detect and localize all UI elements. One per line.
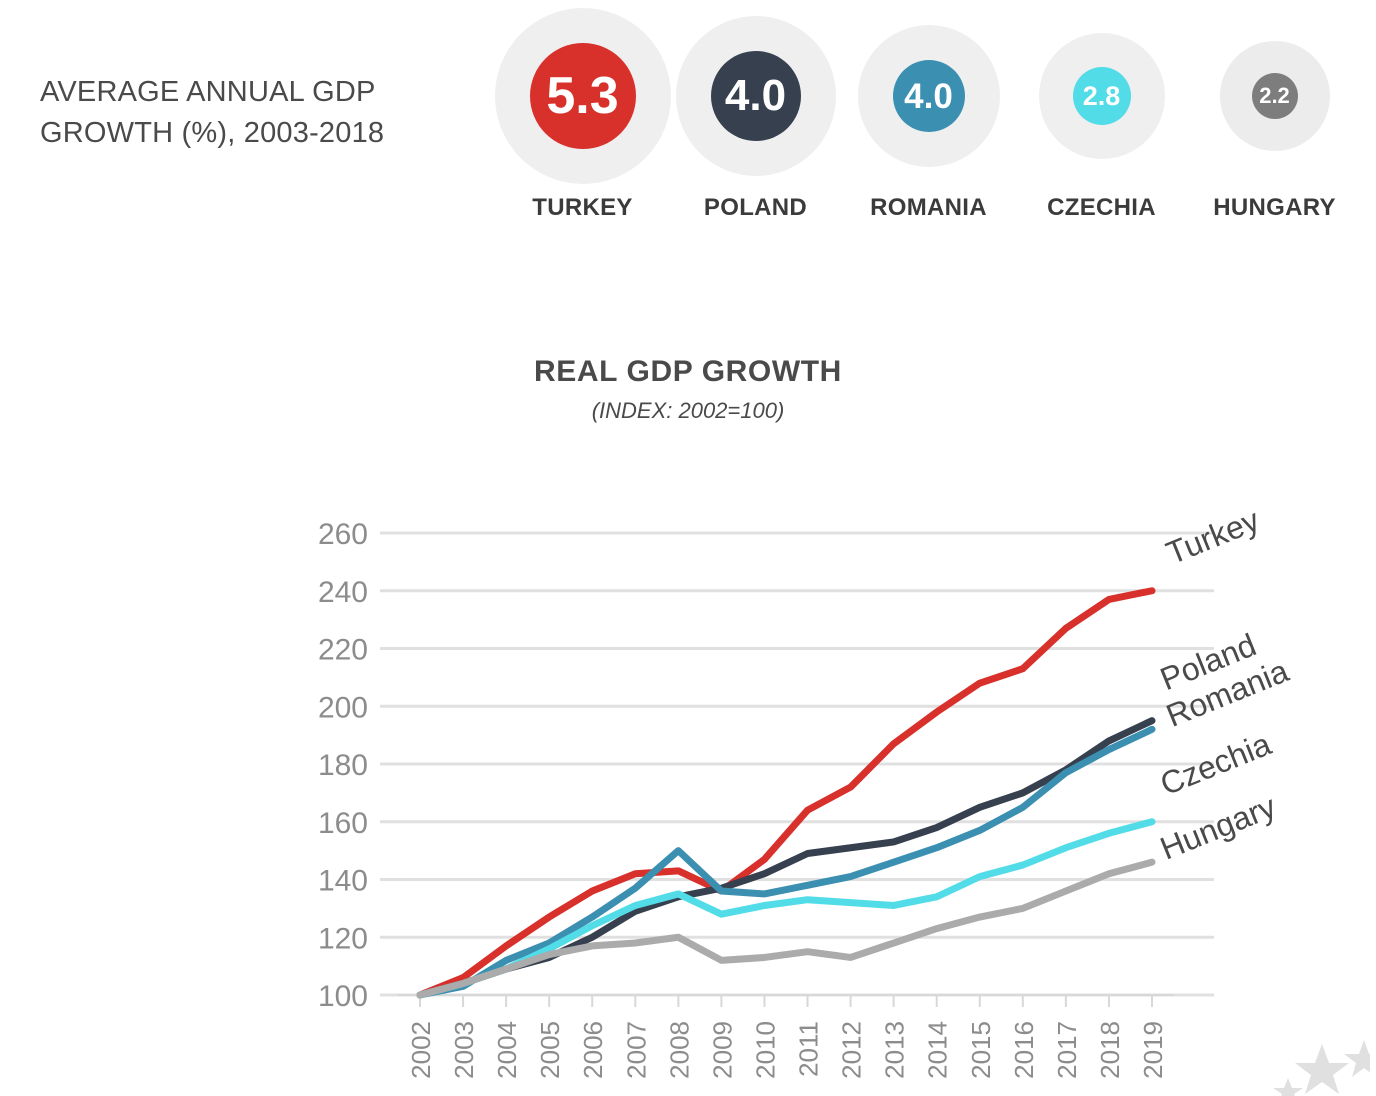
y-axis-tick-120: 120 — [318, 922, 368, 955]
x-axis-label-2017: 2017 — [1052, 1021, 1082, 1079]
kpi-item-poland: 4.0 POLAND — [669, 8, 842, 222]
series-line-turkey — [416, 587, 1156, 999]
x-axis-label-2018: 2018 — [1095, 1021, 1125, 1079]
x-axis-label-2008: 2008 — [664, 1021, 694, 1079]
y-axis-tick-220: 220 — [318, 634, 368, 667]
kpi-item-romania: 4.0 ROMANIA — [842, 8, 1015, 222]
series-line-romania — [416, 725, 1156, 999]
x-axis-label-2019: 2019 — [1138, 1021, 1168, 1079]
y-axis-tick-260: 260 — [318, 518, 368, 551]
chart-title: REAL GDP GROWTH — [534, 355, 842, 388]
series-line-czechia — [416, 818, 1156, 999]
x-axis-label-2014: 2014 — [923, 1021, 953, 1079]
x-axis-label-2004: 2004 — [492, 1021, 522, 1079]
chart-panel: REAL GDP GROWTH (INDEX: 2002=100) 100 120… — [0, 240, 1376, 1096]
x-axis-label-2005: 2005 — [535, 1021, 565, 1079]
x-axis-label-2012: 2012 — [837, 1021, 867, 1079]
kpi-item-hungary: 2.2 HUNGARY — [1188, 8, 1361, 222]
kpi-halo-hungary: 2.2 — [1219, 41, 1330, 151]
x-axis-label-2015: 2015 — [966, 1021, 996, 1079]
kpi-circle-list: 5.3 TURKEY 4.0 POLAND 4.0 ROMANIA 2.8 CZECHIA 2.… — [494, 8, 1362, 228]
kpi-country-label-romania: ROMANIA — [870, 194, 987, 221]
kpi-halo-romania: 4.0 — [857, 25, 1000, 167]
kpi-summary-band: AVERAGE ANNUAL GDP GROWTH (%), 2003-2018… — [0, 0, 1376, 240]
y-axis-tick-160: 160 — [318, 807, 368, 840]
x-axis-label-2010: 2010 — [750, 1021, 780, 1079]
kpi-band-title: AVERAGE ANNUAL GDP GROWTH (%), 2003-2018 — [40, 76, 385, 149]
chart-subtitle: (INDEX: 2002=100) — [591, 398, 785, 423]
series-label-turkey: Turkey — [1161, 502, 1264, 572]
y-axis-tick-100: 100 — [318, 980, 368, 1013]
kpi-value-disc-hungary: 2.2 — [1251, 73, 1298, 119]
x-axis-label-2009: 2009 — [707, 1021, 737, 1079]
y-axis-tick-140: 140 — [318, 865, 368, 898]
x-axis-label-2007: 2007 — [621, 1021, 651, 1079]
x-axis-label-2003: 2003 — [449, 1021, 479, 1079]
x-axis-label-2006: 2006 — [578, 1021, 608, 1079]
x-axis-label-2013: 2013 — [880, 1021, 910, 1079]
y-axis-tick-180: 180 — [318, 749, 368, 782]
kpi-item-turkey: 5.3 TURKEY — [494, 8, 671, 222]
kpi-country-label-hungary: HUNGARY — [1213, 194, 1336, 221]
kpi-halo-turkey: 5.3 — [494, 8, 671, 184]
kpi-halo-poland: 4.0 — [675, 16, 836, 176]
y-axis-tick-200: 200 — [318, 691, 368, 724]
kpi-country-label-czechia: CZECHIA — [1047, 194, 1156, 221]
kpi-value-disc-czechia: 2.8 — [1072, 67, 1131, 125]
series-line-hungary — [416, 858, 1156, 999]
kpi-value-disc-turkey: 5.3 — [529, 43, 636, 149]
y-axis-tick-240: 240 — [318, 576, 368, 609]
kpi-item-czechia: 2.8 CZECHIA — [1015, 8, 1188, 222]
kpi-value-disc-romania: 4.0 — [892, 60, 965, 132]
x-axis-label-2016: 2016 — [1009, 1021, 1039, 1079]
kpi-country-label-poland: POLAND — [703, 194, 808, 221]
kpi-halo-czechia: 2.8 — [1038, 33, 1165, 159]
line-chart-plot: 100 120 140 160 180 200 220 240 260 2002 2003 2004 2… — [318, 502, 1294, 1079]
x-axis-label-2011: 2011 — [794, 1021, 824, 1077]
x-axis-label-2002: 2002 — [406, 1021, 436, 1079]
kpi-value-disc-poland: 4.0 — [710, 51, 801, 141]
kpi-country-label-turkey: TURKEY — [532, 194, 633, 221]
